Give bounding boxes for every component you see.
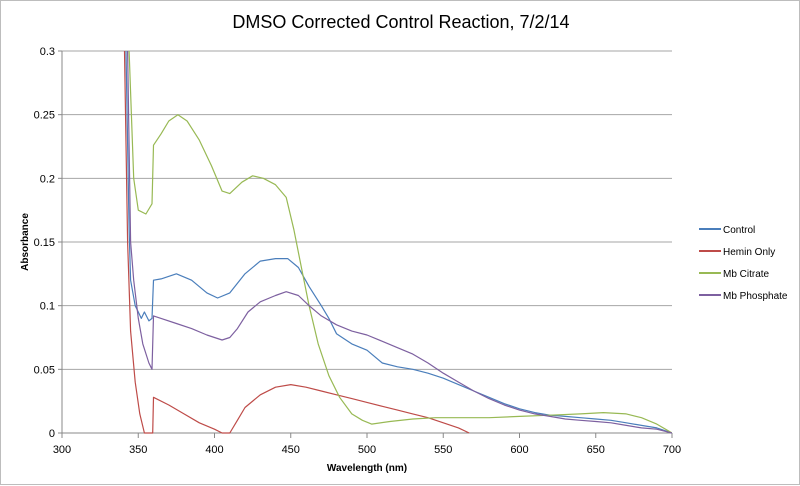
legend-entry: Mb Citrate [699,269,770,280]
chart-title: DMSO Corrected Control Reaction, 7/2/14 [232,12,569,32]
x-tick-label: 550 [434,444,452,456]
y-tick-label: 0.15 [34,237,55,249]
x-tick-label: 500 [358,444,376,456]
legend: Control Hemin Only Mb Citrate Mb Phosphate [699,225,788,302]
y-tick-label: 0.1 [40,301,55,313]
axes: 0 0.05 0.1 0.15 0.2 0.25 0.3 300 350 400 450 500 550… [34,46,682,456]
legend-entry: Hemin Only [699,247,775,258]
y-tick-label: 0.05 [34,364,55,376]
y-tick-label: 0 [49,428,55,440]
x-tick-label: 450 [282,444,300,456]
series-line-mb-citrate [128,51,672,434]
legend-label: Control [723,225,755,236]
y-axis-label: Absorbance [20,213,31,271]
x-tick-label: 350 [129,444,147,456]
legend-label: Mb Phosphate [723,291,788,302]
y-tick-label: 0.2 [40,173,55,185]
series-lines [123,51,672,434]
x-tick-label: 650 [587,444,605,456]
series-line-hemin-only [123,51,470,434]
x-axis-label: Wavelength (nm) [327,463,407,474]
y-tick-label: 0.25 [34,110,55,122]
x-tick-label: 400 [205,444,223,456]
gridlines [62,50,672,370]
legend-label: Mb Citrate [723,269,770,280]
y-tick-label: 0.3 [40,46,55,58]
series-line-mb-phosphate [127,51,672,434]
legend-entry: Mb Phosphate [699,291,788,302]
x-tick-label: 300 [53,444,71,456]
legend-entry: Control [699,225,755,236]
x-tick-label: 600 [510,444,528,456]
legend-label: Hemin Only [723,247,775,258]
x-tick-label: 700 [663,444,681,456]
